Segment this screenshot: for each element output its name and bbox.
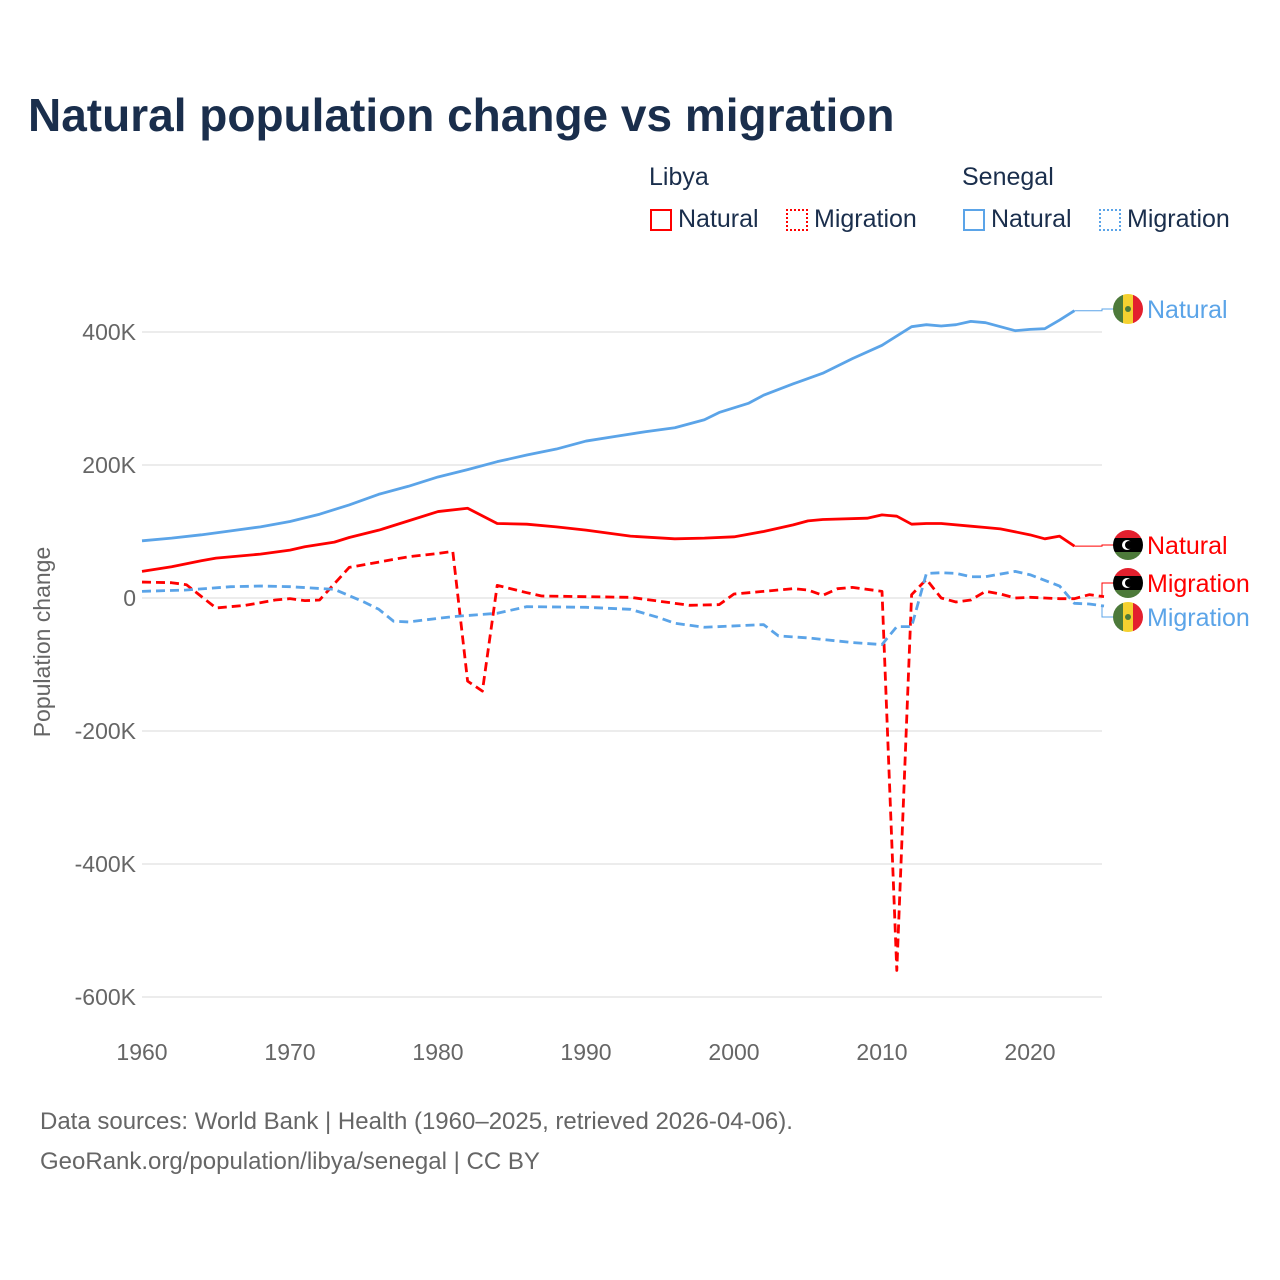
series-line-libya-natural [141, 506, 1076, 573]
flag-star [1125, 614, 1131, 620]
footer-link[interactable]: GeoRank.org/population/libya/senegal | C… [40, 1148, 540, 1175]
legend-label: Migration [1127, 205, 1230, 233]
legend-label: Natural [678, 205, 759, 233]
x-tick-label: 2020 [1004, 1039, 1055, 1065]
libya-flag-icon [1113, 530, 1143, 560]
flag-crescent [1125, 541, 1133, 549]
footer-sources: Data sources: World Bank | Health (1960–… [40, 1108, 793, 1135]
legend-label: Migration [814, 205, 917, 233]
label-leader-line [1074, 308, 1114, 312]
solid-swatch-icon [963, 208, 985, 231]
flag-band [1113, 602, 1123, 632]
end-label: Migration [1147, 570, 1250, 598]
senegal-flag-icon [1113, 294, 1143, 324]
solid-swatch-icon [650, 208, 672, 231]
x-tick-label: 2010 [856, 1039, 907, 1065]
label-leader-line [1074, 544, 1114, 547]
y-tick-label: -600K [75, 984, 137, 1010]
y-tick-label: -400K [75, 851, 137, 877]
flag-crescent [1125, 579, 1133, 587]
series-line-senegal-migration [141, 570, 1105, 646]
y-axis-label: Population change [29, 547, 55, 738]
x-tick-label: 1990 [560, 1039, 611, 1065]
x-tick-label: 1970 [264, 1039, 315, 1065]
flag-band [1113, 568, 1143, 576]
flag-star [1125, 306, 1131, 312]
y-tick-label: -200K [75, 718, 137, 744]
x-tick-label: 1980 [412, 1039, 463, 1065]
series-line-libya-migration [141, 550, 1105, 972]
legend-group-libya: Libya [649, 163, 709, 191]
flag-band [1113, 552, 1143, 560]
x-tick-label: 2000 [708, 1039, 759, 1065]
y-tick-label: 200K [82, 452, 136, 478]
x-tick-label: 1960 [116, 1039, 167, 1065]
end-label: Natural [1147, 532, 1228, 560]
libya-flag-icon [1113, 568, 1143, 598]
legend-libya-migration[interactable]: Migration [786, 205, 917, 234]
flag-band [1133, 294, 1143, 324]
flag-band [1133, 602, 1143, 632]
chart-title: Natural population change vs migration [28, 89, 895, 141]
legend-group-senegal: Senegal [962, 163, 1054, 191]
flag-band [1113, 590, 1143, 598]
legend-senegal-natural[interactable]: Natural [963, 205, 1072, 234]
y-tick-label: 0 [123, 585, 136, 611]
end-label: Natural [1147, 296, 1228, 324]
legend-senegal-migration[interactable]: Migration [1099, 205, 1230, 234]
label-leader-line [1101, 605, 1114, 618]
label-leader-line [1101, 582, 1114, 598]
flag-band [1113, 530, 1143, 538]
flag-band [1113, 294, 1123, 324]
dotted-swatch-icon [786, 208, 808, 231]
y-tick-label: 400K [82, 319, 136, 345]
legend-libya-natural[interactable]: Natural [650, 205, 759, 234]
senegal-flag-icon [1113, 602, 1143, 632]
legend-label: Natural [991, 205, 1072, 233]
end-label: Migration [1147, 604, 1250, 632]
dotted-swatch-icon [1099, 208, 1121, 231]
series-line-senegal-natural [141, 309, 1076, 543]
